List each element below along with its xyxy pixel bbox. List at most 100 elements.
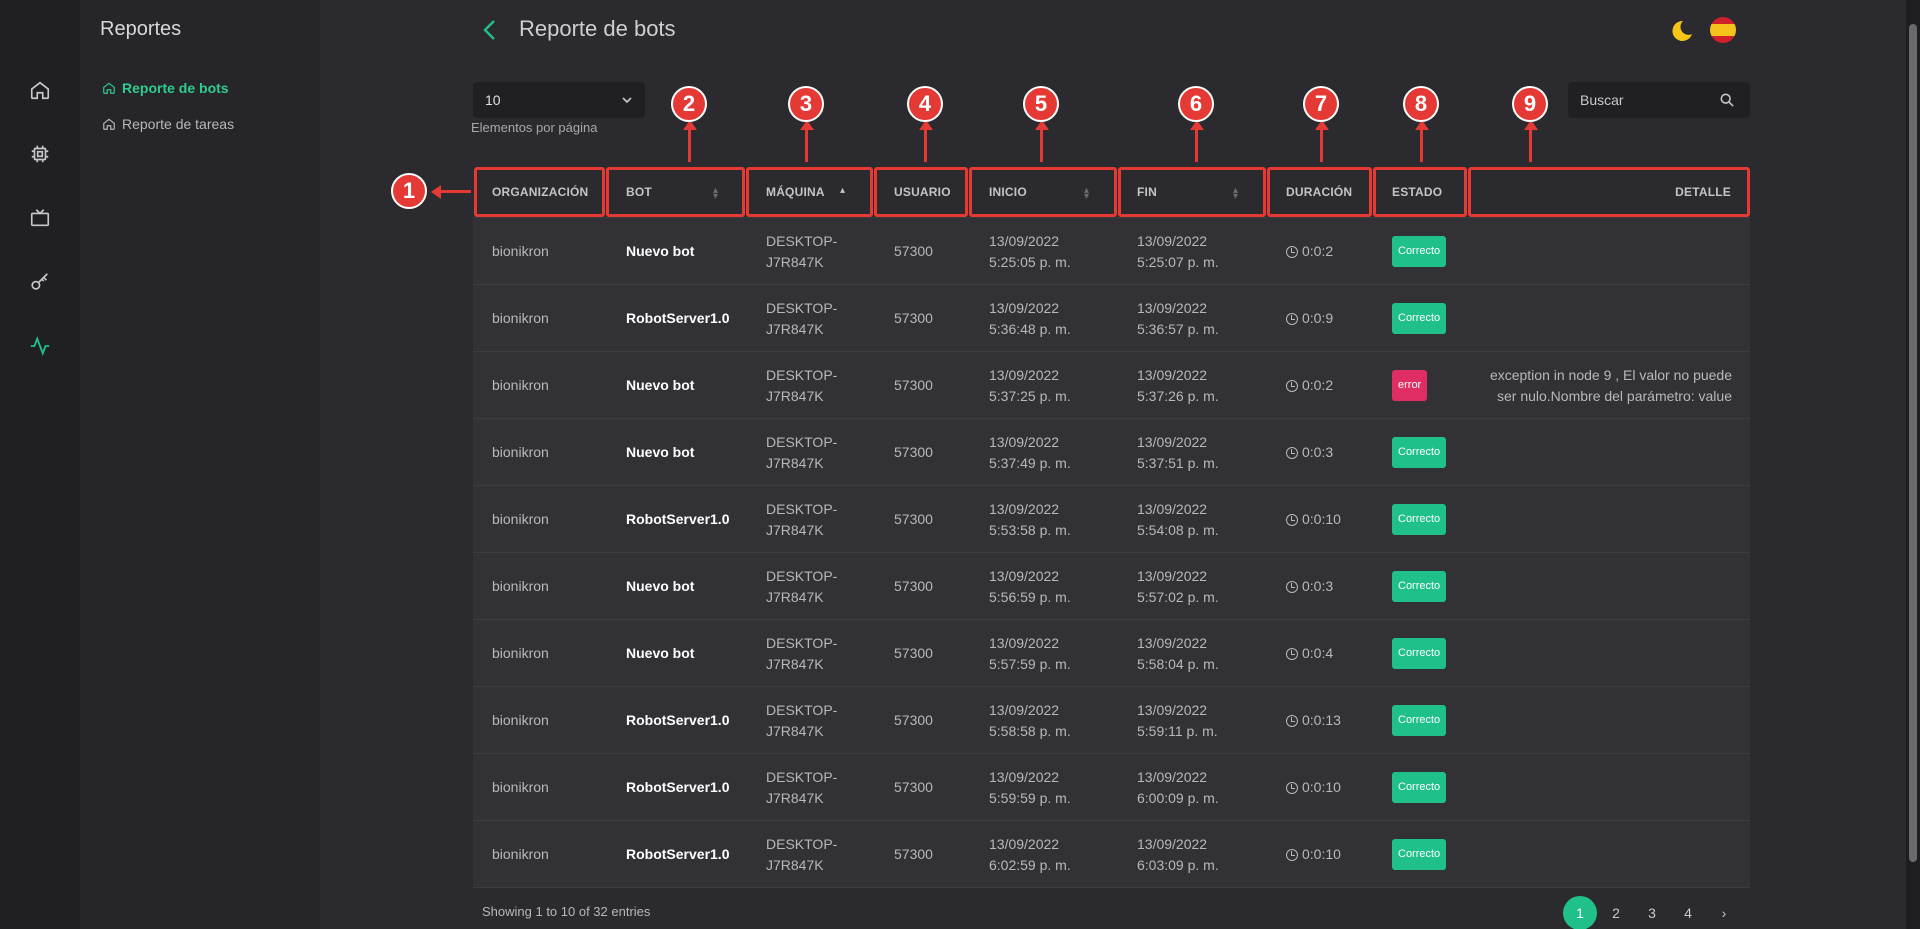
- cell-duracion-value: 0:0:3: [1302, 578, 1334, 594]
- clock-icon: [1286, 513, 1298, 526]
- sort-icon[interactable]: ▴ ▾: [713, 185, 719, 202]
- cell-fin-time: 5:58:04 p. m.: [1137, 655, 1219, 672]
- status-badge: Correcto: [1392, 638, 1447, 669]
- annotation-arrow: [1195, 122, 1198, 162]
- cell-maquina-line2: J7R847K: [766, 588, 824, 605]
- cell-duracion-value: 0:0:10: [1302, 511, 1341, 527]
- page-button-1[interactable]: 1: [1563, 896, 1597, 929]
- icon-rail: [0, 0, 80, 929]
- table-row: bionikron RobotServer1.0 DESKTOP- J7R847K 57…: [473, 285, 1750, 352]
- cell-duracion: 0:0:4: [1286, 620, 1333, 687]
- cell-fin-date: 13/09/2022: [1137, 366, 1208, 383]
- cell-usuario: 57300: [894, 645, 933, 661]
- cell-duracion-value: 0:0:13: [1302, 712, 1341, 728]
- cell-maquina-line1: DESKTOP-: [766, 366, 838, 383]
- clock-icon: [1286, 580, 1298, 593]
- page-button-3[interactable]: 3: [1648, 905, 1656, 921]
- per-page-select[interactable]: 10: [473, 82, 645, 118]
- sidebar-item-reporte-bots[interactable]: Reporte de bots: [102, 80, 229, 96]
- column-header-organizacion[interactable]: ORGANIZACIÓN: [492, 185, 589, 199]
- cell-inicio-time: 5:25:05 p. m.: [989, 253, 1071, 270]
- cell-inicio-date: 13/09/2022: [989, 835, 1060, 852]
- scrollbar-thumb[interactable]: [1909, 24, 1917, 862]
- column-header-bot[interactable]: BOT: [626, 185, 652, 199]
- chip-icon[interactable]: [24, 138, 56, 170]
- annotation-arrow: [1529, 122, 1532, 162]
- cell-estado: Correcto: [1392, 285, 1447, 352]
- spain-flag-icon[interactable]: [1710, 17, 1736, 43]
- cell-organizacion: bionikron: [492, 779, 549, 795]
- key-icon[interactable]: [24, 266, 56, 298]
- search-input[interactable]: [1580, 92, 1720, 108]
- cell-inicio: 13/09/2022 5:53:58 p. m.: [989, 486, 1071, 553]
- cell-fin: 13/09/2022 5:57:02 p. m.: [1137, 553, 1219, 620]
- cell-duracion: 0:0:2: [1286, 352, 1333, 419]
- cell-estado: Correcto: [1392, 553, 1447, 620]
- annotation-marker-6: 6: [1178, 86, 1214, 122]
- cell-inicio: 13/09/2022 5:56:59 p. m.: [989, 553, 1071, 620]
- activity-icon[interactable]: [24, 330, 56, 362]
- status-badge: Correcto: [1392, 303, 1447, 334]
- cell-organizacion: bionikron: [492, 645, 549, 661]
- annotation-marker-5: 5: [1023, 86, 1059, 122]
- column-header-maquina[interactable]: MÁQUINA: [766, 185, 825, 199]
- page-button-4[interactable]: 4: [1684, 905, 1692, 921]
- annotation-arrow: [1040, 122, 1043, 162]
- search-box[interactable]: [1568, 82, 1750, 118]
- cell-organizacion: bionikron: [492, 310, 549, 326]
- column-header-estado[interactable]: ESTADO: [1392, 185, 1443, 199]
- tv-icon[interactable]: [24, 202, 56, 234]
- cell-maquina: DESKTOP- J7R847K: [766, 285, 837, 352]
- sidebar-title: Reportes: [100, 18, 182, 40]
- cell-fin-date: 13/09/2022: [1137, 768, 1208, 785]
- cell-maquina: DESKTOP- J7R847K: [766, 486, 837, 553]
- cell-fin-date: 13/09/2022: [1137, 634, 1208, 651]
- sort-icon[interactable]: ▴ ▾: [1084, 185, 1090, 202]
- back-chevron-icon[interactable]: [478, 16, 502, 44]
- cell-maquina-line1: DESKTOP-: [766, 500, 838, 517]
- search-icon[interactable]: [1720, 93, 1734, 107]
- cell-inicio-time: 5:53:58 p. m.: [989, 521, 1071, 538]
- cell-inicio-time: 6:02:59 p. m.: [989, 856, 1071, 873]
- moon-icon[interactable]: [1668, 18, 1694, 44]
- column-header-duracion[interactable]: DURACIÓN: [1286, 185, 1353, 199]
- home-icon[interactable]: [24, 74, 56, 106]
- table-body: bionikron Nuevo bot DESKTOP- J7R847K 57300 13…: [473, 218, 1750, 888]
- cell-usuario: 57300: [894, 511, 933, 527]
- cell-estado: Correcto: [1392, 218, 1447, 285]
- cell-maquina: DESKTOP- J7R847K: [766, 821, 837, 888]
- cell-duracion-value: 0:0:9: [1302, 310, 1334, 326]
- page-button-2[interactable]: 2: [1612, 905, 1620, 921]
- status-badge: error: [1392, 370, 1428, 401]
- sidebar-item-reporte-tareas[interactable]: Reporte de tareas: [102, 116, 234, 132]
- scrollbar[interactable]: [1906, 0, 1920, 929]
- cell-bot: RobotServer1.0: [626, 511, 730, 527]
- cell-detalle: [1472, 620, 1732, 687]
- sort-asc-icon[interactable]: ▴: [840, 185, 846, 196]
- cell-fin: 13/09/2022 5:37:26 p. m.: [1137, 352, 1219, 419]
- column-header-inicio[interactable]: INICIO: [989, 185, 1027, 199]
- column-header-usuario[interactable]: USUARIO: [894, 185, 951, 199]
- cell-maquina-line1: DESKTOP-: [766, 768, 838, 785]
- cell-detalle: [1472, 419, 1732, 486]
- status-badge: Correcto: [1392, 504, 1447, 535]
- sidebar-item-label: Reporte de bots: [122, 80, 229, 96]
- cell-fin: 13/09/2022 6:00:09 p. m.: [1137, 754, 1219, 821]
- cell-inicio-time: 5:59:59 p. m.: [989, 789, 1071, 806]
- column-header-detalle[interactable]: DETALLE: [1675, 185, 1731, 199]
- cell-duracion: 0:0:10: [1286, 486, 1341, 553]
- annotation-marker-4: 4: [907, 86, 943, 122]
- clock-icon: [1286, 714, 1298, 727]
- cell-bot: Nuevo bot: [626, 444, 695, 460]
- cell-usuario: 57300: [894, 578, 933, 594]
- cell-fin-date: 13/09/2022: [1137, 701, 1208, 718]
- cell-inicio-time: 5:58:58 p. m.: [989, 722, 1071, 739]
- cell-maquina: DESKTOP- J7R847K: [766, 218, 837, 285]
- status-badge: Correcto: [1392, 772, 1447, 803]
- cell-maquina-line2: J7R847K: [766, 722, 824, 739]
- table-row: bionikron Nuevo bot DESKTOP- J7R847K 57300 13…: [473, 218, 1750, 285]
- column-header-fin[interactable]: FIN: [1137, 185, 1157, 199]
- next-page-button[interactable]: ›: [1721, 905, 1727, 921]
- cell-maquina-line1: DESKTOP-: [766, 232, 838, 249]
- sort-icon[interactable]: ▴ ▾: [1233, 185, 1239, 202]
